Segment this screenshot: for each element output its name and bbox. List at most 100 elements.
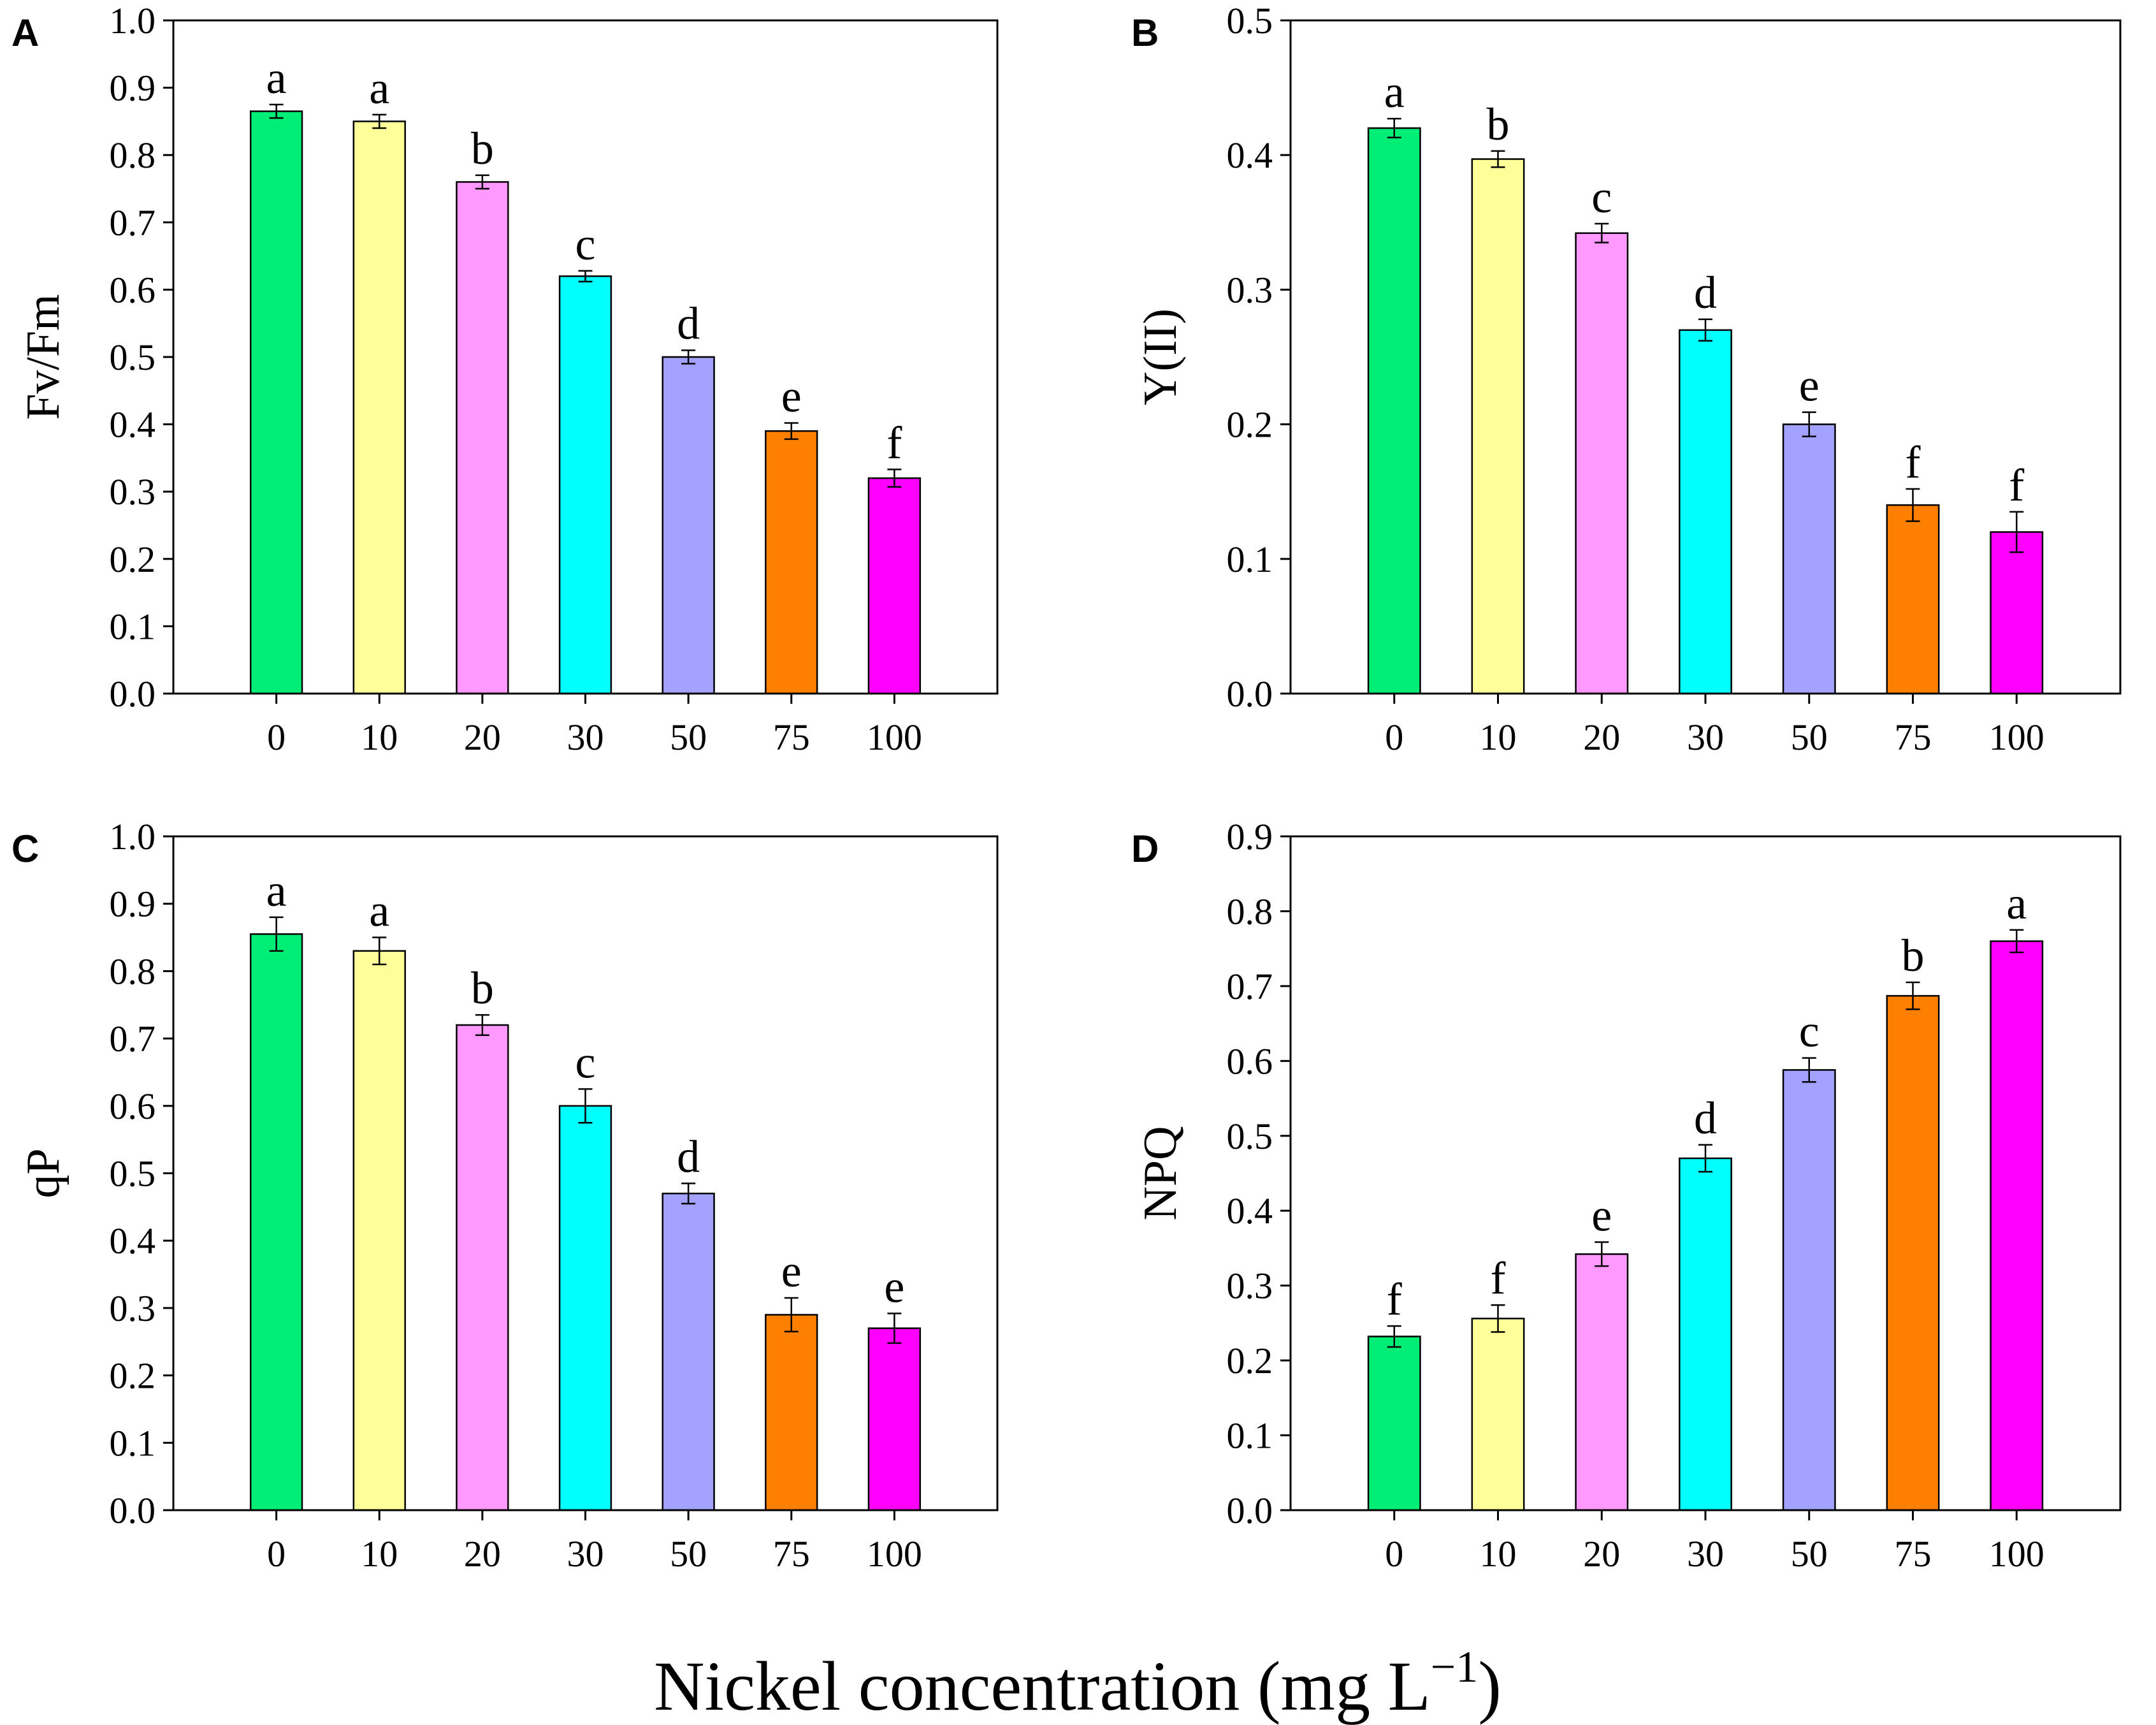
- x-tick-label-d: 75: [1895, 1533, 1932, 1575]
- y-tick-label-d: 0.7: [1227, 966, 1273, 1007]
- x-tick-label-a: 20: [464, 717, 501, 758]
- panel-letter-c: C: [11, 827, 39, 870]
- significance-letter-b: e: [1799, 360, 1820, 411]
- significance-letter-d: f: [1387, 1274, 1402, 1325]
- x-tick-label-a: 0: [267, 717, 286, 758]
- y-tick-label-d: 0.3: [1227, 1265, 1273, 1307]
- significance-letter-b: b: [1487, 99, 1510, 150]
- significance-letter-b: f: [1906, 437, 1921, 488]
- bar-a-75: [765, 430, 818, 695]
- y-tick-label-c: 0.8: [110, 950, 156, 992]
- significance-letter-a: b: [471, 123, 494, 174]
- x-tick-label-a: 30: [567, 717, 604, 758]
- significance-letter-a: e: [781, 370, 802, 421]
- x-tick-label-c: 100: [867, 1533, 922, 1575]
- y-tick-label-d: 0.2: [1227, 1340, 1273, 1381]
- x-tick-label-a: 100: [867, 717, 922, 758]
- x-tick-label-d: 20: [1583, 1533, 1620, 1575]
- y-tick-label-b: 0.4: [1227, 135, 1273, 176]
- panel-a: A 0.0 0.1 0.2 0.3 0.4 0.5 0.6 0.7 0.8 0.9 1.0 a 0 a 10 b…: [11, 0, 999, 758]
- plot-frame-a: [172, 19, 999, 695]
- panel-letter-b: B: [1131, 11, 1159, 54]
- x-tick-label-c: 75: [773, 1533, 810, 1575]
- significance-letter-a: f: [886, 417, 902, 468]
- y-tick-label-a: 1.0: [110, 0, 156, 41]
- panel-letter-a: A: [11, 11, 39, 54]
- bar-a-10: [352, 120, 406, 695]
- bar-c-20: [456, 1024, 509, 1511]
- x-tick-label-d: 10: [1480, 1533, 1517, 1575]
- significance-letter-a: d: [677, 298, 700, 349]
- significance-letter-d: c: [1799, 1006, 1820, 1057]
- y-axis-label-d: NPQ: [1134, 1126, 1187, 1220]
- bar-a-30: [558, 275, 612, 695]
- plot-frame-d: [1289, 835, 2122, 1511]
- x-tick-label-b: 100: [1989, 717, 2044, 758]
- bar-d-0: [1367, 1336, 1421, 1511]
- y-tick-label-d: 0.9: [1227, 816, 1273, 857]
- bar-d-75: [1886, 994, 1940, 1511]
- significance-letter-c: d: [677, 1131, 700, 1182]
- y-tick-label-b: 0.5: [1227, 0, 1273, 41]
- plot-frame-c: [172, 835, 999, 1511]
- x-tick-label-b: 30: [1687, 717, 1724, 758]
- significance-letter-d: a: [2006, 878, 2027, 929]
- y-tick-label-a: 0.9: [110, 68, 156, 109]
- y-tick-label-d: 0.4: [1227, 1190, 1273, 1232]
- y-tick-label-c: 0.3: [110, 1288, 156, 1329]
- y-tick-label-c: 0.9: [110, 884, 156, 925]
- x-tick-label-a: 75: [773, 717, 810, 758]
- y-tick-label-b: 0.2: [1227, 404, 1273, 446]
- bar-b-50: [1782, 423, 1836, 695]
- panel-d: D 0.0 0.1 0.2 0.3 0.4 0.5 0.6 0.7 0.8 0.9 f 0 f 10 e 20 d…: [1131, 816, 2122, 1575]
- x-tick-label-c: 10: [361, 1533, 398, 1575]
- x-tick-label-a: 10: [361, 717, 398, 758]
- y-tick-label-a: 0.2: [110, 539, 156, 580]
- bar-b-30: [1679, 329, 1732, 695]
- bar-a-100: [867, 477, 922, 695]
- x-tick-label-c: 50: [670, 1533, 707, 1575]
- significance-letter-d: e: [1591, 1190, 1612, 1241]
- plot-frame-b: [1289, 19, 2122, 695]
- y-axis-label-a: Fv/Fm: [17, 294, 69, 419]
- significance-letter-a: a: [369, 62, 389, 113]
- y-tick-label-d: 0.8: [1227, 891, 1273, 932]
- y-tick-label-a: 0.4: [110, 404, 156, 446]
- significance-letter-b: d: [1694, 267, 1717, 318]
- y-tick-label-d: 0.6: [1227, 1040, 1273, 1082]
- panel-c: C 0.0 0.1 0.2 0.3 0.4 0.5 0.6 0.7 0.8 0.9 1.0 a 0 a 10 b…: [11, 816, 999, 1575]
- bar-c-75: [765, 1314, 818, 1511]
- x-tick-label-b: 75: [1895, 717, 1932, 758]
- x-tick-label-d: 0: [1385, 1533, 1403, 1575]
- bar-d-100: [1990, 940, 2044, 1511]
- bar-b-20: [1575, 232, 1629, 695]
- y-tick-label-d: 0.1: [1227, 1415, 1273, 1457]
- bar-b-0: [1367, 127, 1421, 695]
- bar-a-0: [249, 110, 303, 695]
- y-tick-label-c: 0.2: [110, 1355, 156, 1397]
- panels: A 0.0 0.1 0.2 0.3 0.4 0.5 0.6 0.7 0.8 0.9 1.0 a 0 a 10 b…: [11, 0, 2122, 1575]
- bar-b-100: [1990, 531, 2044, 695]
- significance-letter-c: b: [471, 963, 494, 1014]
- y-tick-label-a: 0.7: [110, 202, 156, 244]
- y-axis-label-c: qP: [17, 1148, 69, 1198]
- bar-d-20: [1575, 1253, 1629, 1511]
- significance-letter-c: a: [266, 865, 287, 916]
- x-tick-label-b: 20: [1583, 717, 1620, 758]
- y-axis-label-b: Y(II): [1134, 309, 1187, 405]
- y-tick-label-b: 0.3: [1227, 269, 1273, 310]
- y-tick-label-c: 0.6: [110, 1086, 156, 1127]
- significance-letter-c: a: [369, 885, 389, 936]
- y-tick-label-a: 0.6: [110, 269, 156, 310]
- bar-c-50: [662, 1192, 715, 1511]
- significance-letter-c: e: [781, 1246, 802, 1297]
- x-tick-label-d: 50: [1791, 1533, 1828, 1575]
- significance-letter-b: a: [1384, 66, 1405, 117]
- y-tick-label-b: 0.0: [1227, 673, 1273, 715]
- y-tick-label-c: 0.7: [110, 1018, 156, 1059]
- x-tick-label-a: 50: [670, 717, 707, 758]
- global-x-axis-label: Nickel concentration (mg L−1): [654, 1643, 1501, 1725]
- bar-d-30: [1679, 1157, 1732, 1511]
- y-tick-label-c: 1.0: [110, 816, 156, 857]
